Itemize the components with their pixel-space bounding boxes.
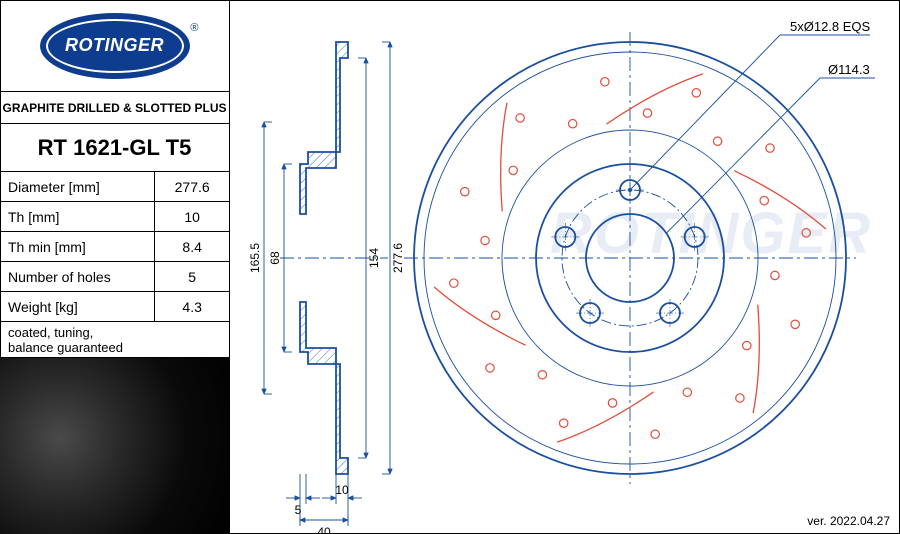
- version-label: ver. 2022.04.27: [807, 514, 890, 528]
- svg-text:68: 68: [268, 251, 282, 265]
- svg-text:277.6: 277.6: [391, 243, 405, 273]
- svg-text:154: 154: [367, 248, 381, 268]
- svg-text:5xØ12.8 EQS: 5xØ12.8 EQS: [790, 19, 871, 34]
- technical-drawing: 5xØ12.8 EQS Ø114.3 165.5 68 154 277.6 5 10 40: [0, 0, 900, 534]
- svg-text:40: 40: [317, 525, 331, 534]
- svg-text:5: 5: [295, 503, 302, 517]
- svg-text:165.5: 165.5: [248, 243, 262, 273]
- svg-text:Ø114.3: Ø114.3: [828, 62, 870, 77]
- svg-text:10: 10: [335, 483, 349, 497]
